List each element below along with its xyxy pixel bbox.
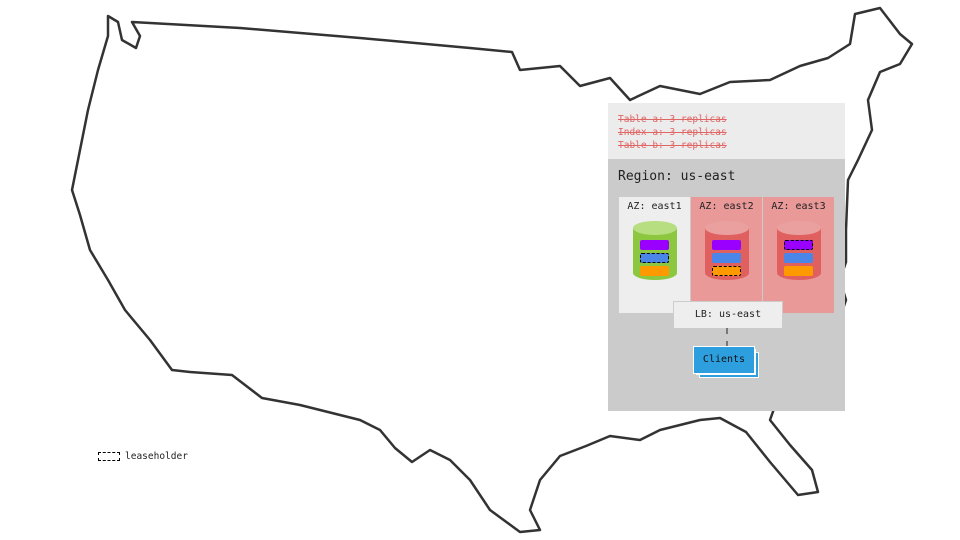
- load-balancer: LB: us-east: [673, 301, 783, 329]
- clients-box: Clients: [693, 346, 755, 374]
- connector-line: [726, 328, 728, 347]
- replica-line: Table a: 3 replicas: [618, 114, 727, 125]
- az-east3: AZ: east3: [763, 197, 834, 313]
- az-label: AZ: east1: [627, 201, 682, 212]
- database-icon: [705, 221, 749, 287]
- replica-line: Table b: 3 replicas: [618, 140, 727, 151]
- replica-line: Index a: 3 replicas: [618, 127, 727, 138]
- region-panel: Table a: 3 replicas Index a: 3 replicas …: [608, 103, 845, 411]
- leaseholder-swatch: [98, 452, 120, 461]
- database-icon: [633, 221, 677, 287]
- range-purple: [712, 240, 741, 250]
- legend: leaseholder: [98, 451, 188, 462]
- replica-config: Table a: 3 replicas Index a: 3 replicas …: [608, 103, 845, 159]
- region-label: Region: us-east: [618, 169, 736, 184]
- legend-label: leaseholder: [125, 451, 188, 462]
- range-orange: [784, 266, 813, 276]
- az-label: AZ: east3: [771, 201, 826, 212]
- az-label: AZ: east2: [699, 201, 754, 212]
- range-blue: [784, 253, 813, 263]
- az-east1: AZ: east1: [619, 197, 690, 313]
- database-icon: [777, 221, 821, 287]
- range-blue-leaseholder: [640, 253, 669, 263]
- range-blue: [712, 253, 741, 263]
- az-east2: AZ: east2: [691, 197, 762, 313]
- range-orange: [640, 266, 669, 276]
- range-orange-leaseholder: [712, 266, 741, 276]
- range-purple: [640, 240, 669, 250]
- range-purple-leaseholder: [784, 240, 813, 250]
